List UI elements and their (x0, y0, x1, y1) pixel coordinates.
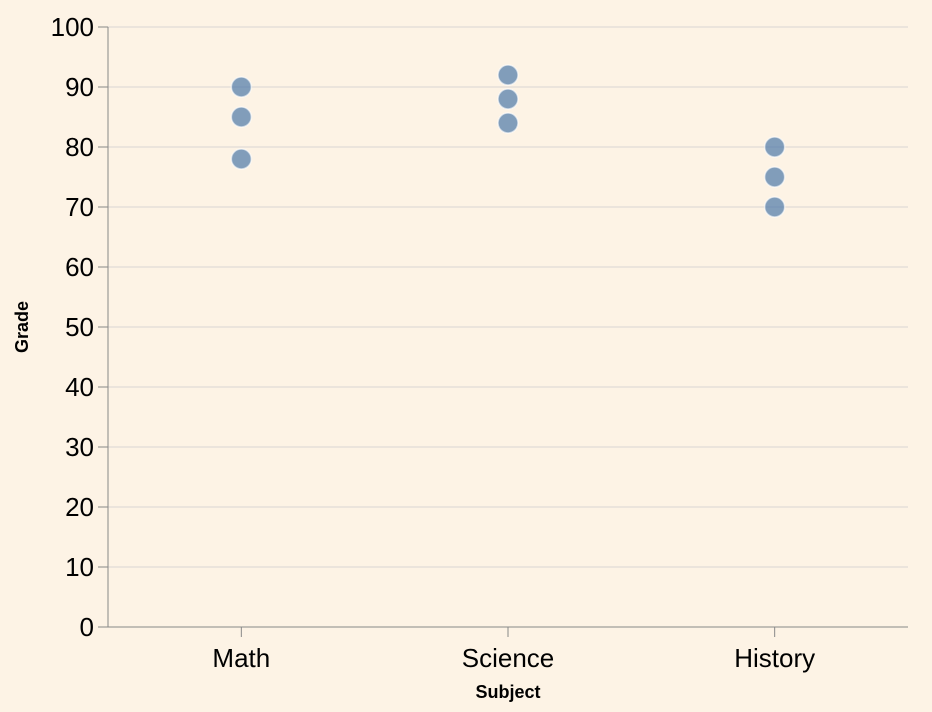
data-point-science-92 (497, 64, 519, 86)
data-point-history-75 (763, 166, 786, 188)
y-tick-label-90: 90 (65, 72, 94, 102)
data-point-history-80 (763, 136, 786, 158)
data-point-science-84 (497, 112, 519, 134)
y-tick-label-60: 60 (65, 252, 94, 282)
x-tick-label-history: History (734, 643, 815, 673)
data-point-math-78 (230, 148, 253, 170)
x-tick-label-science: Science (462, 643, 555, 673)
y-tick-label-70: 70 (65, 192, 94, 222)
y-tick-label-100: 100 (51, 12, 94, 42)
y-tick-label-0: 0 (80, 612, 94, 642)
x-tick-label-math: Math (212, 643, 270, 673)
x-axis-title: Subject (475, 682, 540, 702)
gridlines (108, 26, 908, 628)
data-point-history-70 (763, 196, 786, 218)
y-axis-title: Grade (12, 301, 32, 353)
y-tick-label-30: 30 (65, 432, 94, 462)
data-points (230, 64, 786, 218)
y-tick-label-80: 80 (65, 132, 94, 162)
axes: 0 10 20 30 40 50 60 70 80 90 100 Math Science History (51, 12, 908, 673)
y-tick-label-10: 10 (65, 552, 94, 582)
y-tick-label-50: 50 (65, 312, 94, 342)
data-point-math-85 (230, 106, 253, 128)
y-tick-label-40: 40 (65, 372, 94, 402)
data-point-science-88 (497, 88, 519, 110)
data-point-math-90 (230, 76, 253, 98)
y-tick-label-20: 20 (65, 492, 94, 522)
